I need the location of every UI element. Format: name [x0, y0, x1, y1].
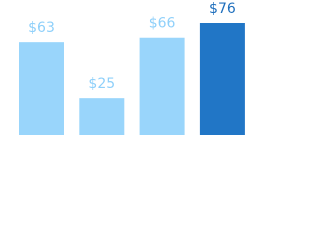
- chart: $63 $25 $66 $76: [19, 1, 245, 135]
- value-label: $25: [88, 76, 115, 92]
- bar: [79, 98, 125, 135]
- bar: [139, 37, 185, 135]
- value-label: $76: [209, 1, 236, 17]
- value-label: $63: [28, 20, 55, 36]
- bar: [199, 23, 245, 135]
- value-label: $66: [149, 16, 176, 32]
- bar: [19, 42, 64, 135]
